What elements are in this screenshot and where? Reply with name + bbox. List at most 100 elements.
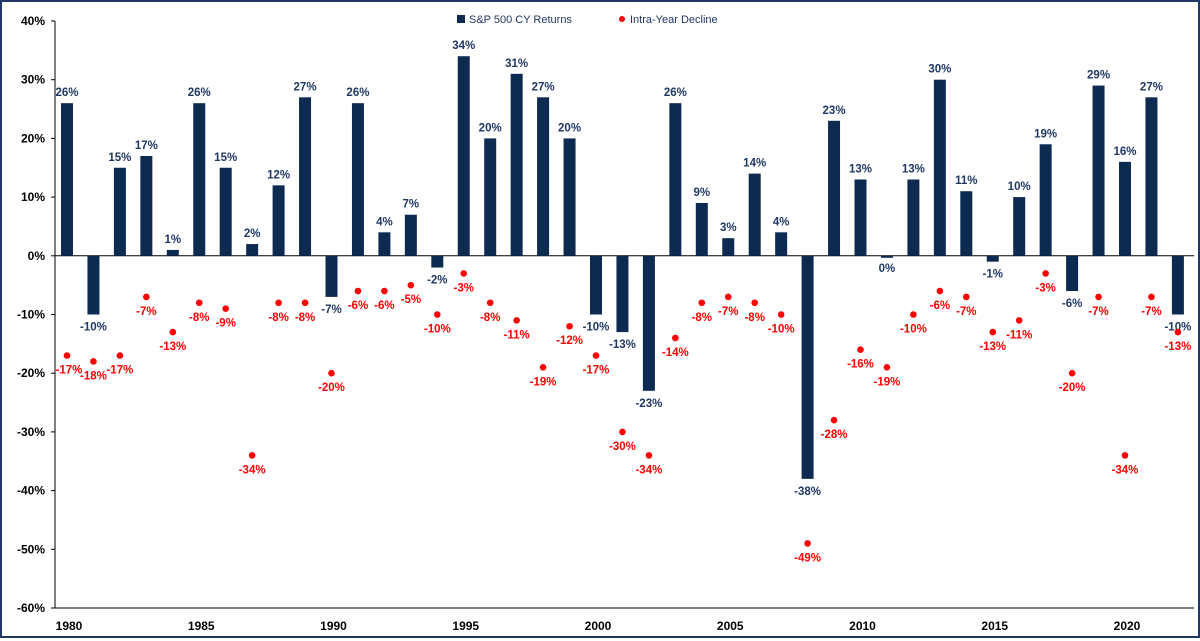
decline-label: -6%	[930, 300, 950, 312]
decline-point-1981	[90, 358, 97, 365]
x-tick-label: 2010	[849, 619, 876, 633]
bar-label: -2%	[427, 275, 447, 287]
bar-label: -13%	[609, 339, 636, 351]
decline-label: -8%	[692, 312, 712, 324]
decline-label: -13%	[1164, 341, 1191, 353]
decline-label: -8%	[480, 312, 500, 324]
bar-1989	[299, 97, 312, 256]
bars: 26% -10% 15% 17% 1% 26% 15% 2% 12% 27% -7% 26% 4% 7% -…	[55, 40, 1191, 498]
decline-point-2020	[1121, 452, 1129, 459]
bar-label: 23%	[823, 105, 846, 117]
decline-label: -19%	[874, 376, 901, 388]
decline-point-1988	[275, 299, 282, 307]
decline-point-2022	[1174, 328, 1182, 336]
bar-1994	[431, 255, 444, 268]
decline-point-1982	[116, 352, 124, 359]
x-tick-label: 2015	[981, 619, 1008, 633]
bar-label: 3%	[720, 222, 737, 234]
decline-point-2008	[804, 540, 811, 547]
bar-2018	[1066, 255, 1079, 292]
bar-2000	[590, 255, 602, 315]
bar-2001	[616, 255, 629, 333]
decline-label: -6%	[374, 300, 394, 312]
bar-1981	[87, 255, 100, 315]
decline-label: -34%	[635, 464, 662, 476]
bar-label: 14%	[743, 158, 766, 170]
bar-label: 10%	[1008, 181, 1031, 193]
decline-point-2012	[910, 311, 917, 318]
bar-2002	[642, 255, 655, 391]
decline-label: -5%	[401, 294, 421, 306]
decline-label: -3%	[1035, 282, 1055, 294]
bar-2015	[986, 255, 999, 262]
bar-1985	[193, 103, 206, 256]
bar-label: 20%	[558, 122, 581, 134]
bar-1997	[510, 73, 523, 256]
bar-1986	[219, 167, 232, 256]
y-tick-label: 30%	[21, 73, 45, 87]
bar-label: 26%	[664, 87, 687, 99]
bar-2011	[880, 255, 893, 258]
decline-label: -16%	[847, 359, 874, 371]
x-tick-label: 1985	[188, 619, 215, 633]
bar-2006	[748, 173, 761, 256]
bar-label: 13%	[849, 163, 872, 175]
decline-point-2017	[1042, 270, 1049, 277]
decline-label: -9%	[215, 318, 235, 330]
bar-2014	[960, 191, 973, 256]
bar-label: 17%	[135, 140, 158, 152]
decline-point-1995	[460, 270, 468, 277]
y-tick-label: -10%	[17, 308, 45, 322]
decline-point-2019	[1095, 293, 1102, 301]
bar-2021	[1145, 97, 1158, 256]
bar-label: -1%	[983, 269, 1003, 281]
legend: S&P 500 CY Returns Intra-Year Decline	[457, 14, 718, 26]
decline-label: -10%	[768, 324, 795, 336]
legend-swatch-returns	[457, 15, 465, 23]
decline-label: -13%	[159, 341, 186, 353]
decline-label: -12%	[556, 335, 583, 347]
x-tick-label: 2005	[717, 619, 744, 633]
decline-label: -20%	[318, 382, 345, 394]
bar-label: 19%	[1034, 128, 1057, 140]
bar-2019	[1092, 85, 1105, 256]
bar-label: 20%	[479, 122, 502, 134]
decline-label: -20%	[1059, 382, 1086, 394]
decline-point-2010	[857, 346, 864, 354]
bar-2005	[722, 238, 735, 256]
bar-label: -10%	[80, 322, 107, 334]
y-tick-label: 10%	[21, 190, 45, 204]
y-tick-label: -20%	[17, 366, 45, 380]
bar-label: 34%	[452, 40, 475, 52]
decline-label: -8%	[268, 312, 288, 324]
decline-label: -17%	[106, 365, 133, 377]
bar-label: 4%	[773, 216, 790, 228]
bar-2007	[775, 232, 788, 256]
bar-label: -7%	[321, 304, 341, 316]
legend-swatch-decline	[619, 16, 625, 22]
bar-1999	[563, 138, 576, 256]
decline-point-2009	[830, 416, 838, 424]
bar-2004	[695, 202, 708, 256]
legend-label-returns: S&P 500 CY Returns	[469, 14, 572, 26]
decline-label: -10%	[900, 324, 927, 336]
decline-point-1998	[539, 364, 547, 371]
bar-label: -23%	[635, 398, 662, 410]
decline-point-1991	[354, 287, 362, 295]
points: -17%-18% -17%-7%-13%-8% -9%-34%-8% -8%-20%-…	[56, 270, 1191, 564]
decline-point-1984	[169, 328, 177, 336]
decline-label: -17%	[56, 365, 83, 377]
bar-1991	[351, 103, 364, 256]
bar-label: -6%	[1062, 298, 1082, 310]
decline-point-2021	[1148, 293, 1155, 301]
decline-point-2000	[592, 352, 600, 359]
bar-2017	[1039, 144, 1052, 256]
bar-label: 15%	[108, 152, 131, 164]
bar-label: 26%	[55, 87, 78, 99]
decline-point-1999	[566, 322, 573, 330]
decline-point-2006	[751, 299, 758, 307]
decline-point-2014	[963, 293, 970, 301]
y-tick-label: -30%	[17, 425, 45, 439]
bar-label: 4%	[376, 216, 393, 228]
